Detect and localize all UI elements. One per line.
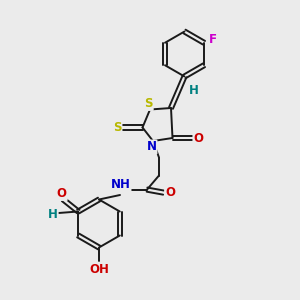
Text: OH: OH — [89, 262, 109, 276]
Text: F: F — [209, 33, 217, 46]
Text: NH: NH — [111, 178, 130, 191]
Text: H: H — [48, 208, 58, 221]
Text: S: S — [113, 121, 121, 134]
Text: H: H — [189, 84, 199, 97]
Text: S: S — [144, 97, 153, 110]
Text: O: O — [57, 187, 67, 200]
Text: N: N — [146, 140, 157, 154]
Text: O: O — [194, 131, 204, 145]
Text: O: O — [165, 186, 175, 199]
